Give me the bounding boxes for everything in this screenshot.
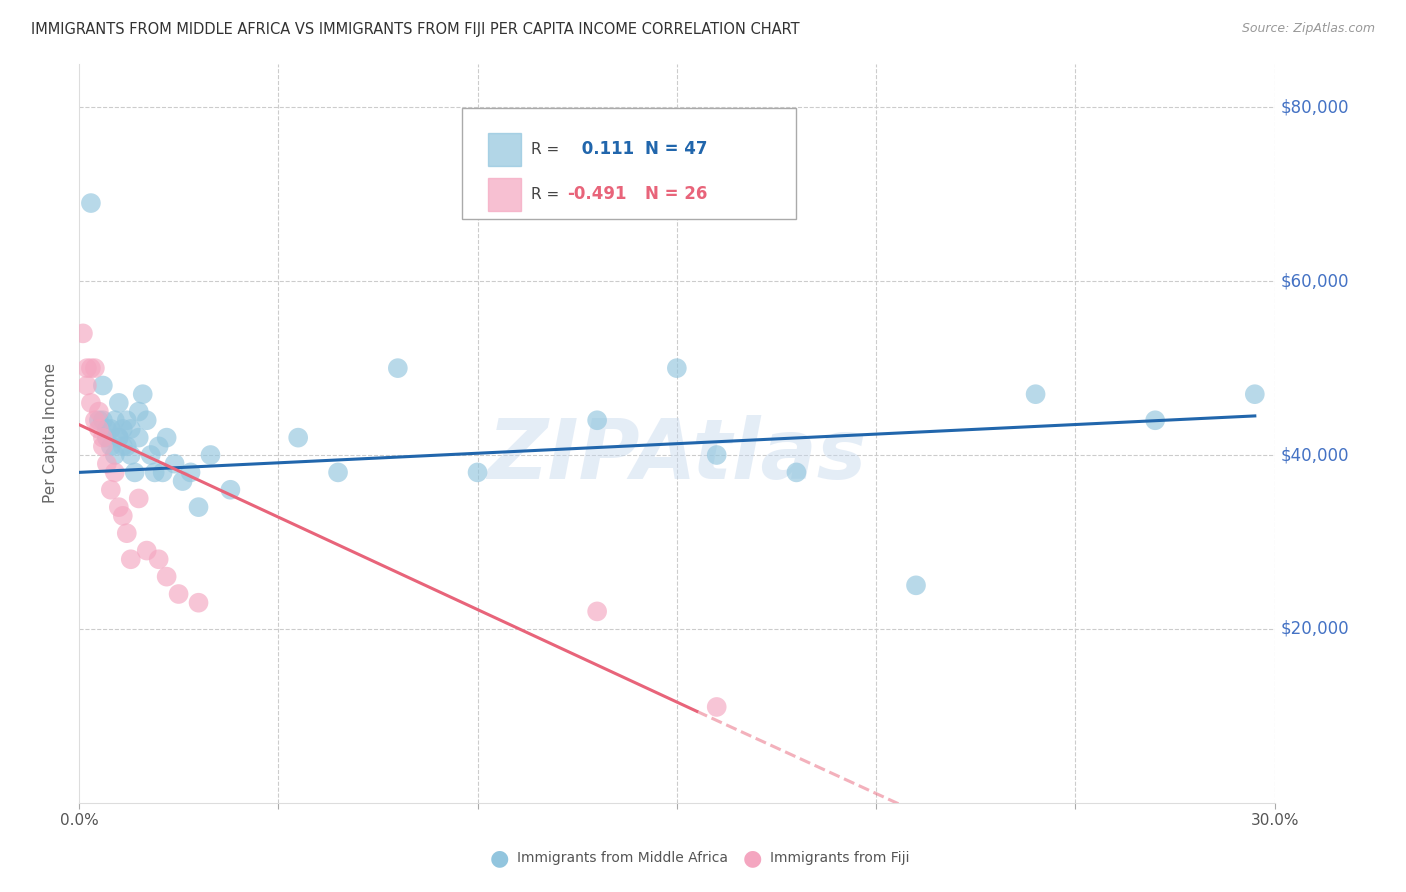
Point [180, 466, 202, 480]
Point [96, 431, 118, 445]
Point [586, 604, 609, 618]
Point [96, 457, 118, 471]
Text: $40,000: $40,000 [1281, 446, 1350, 464]
Point [87, 413, 110, 427]
Point [665, 361, 688, 376]
Text: IMMIGRANTS FROM MIDDLE AFRICA VS IMMIGRANTS FROM FIJI PER CAPITA INCOME CORRELAT: IMMIGRANTS FROM MIDDLE AFRICA VS IMMIGRA… [31, 22, 800, 37]
Point [100, 439, 122, 453]
Point [120, 422, 142, 436]
Point [172, 474, 194, 488]
Point [80, 361, 103, 376]
Point [87, 422, 110, 436]
Point [83, 361, 105, 376]
Text: ZIPAtlas: ZIPAtlas [486, 415, 866, 496]
Point [91, 439, 114, 453]
Point [76, 361, 98, 376]
Point [156, 431, 179, 445]
Point [124, 466, 146, 480]
Point [96, 422, 118, 436]
Text: ●: ● [742, 848, 762, 868]
Point [111, 439, 134, 453]
Text: -0.491: -0.491 [567, 186, 626, 203]
Point [128, 431, 150, 445]
Point [87, 404, 110, 418]
Point [706, 448, 728, 462]
Point [586, 413, 609, 427]
Point [120, 448, 142, 462]
Point [108, 431, 131, 445]
Text: Immigrants from Fiji: Immigrants from Fiji [770, 851, 910, 865]
Text: N = 47: N = 47 [644, 140, 707, 159]
Point [152, 466, 174, 480]
Point [115, 526, 138, 541]
Point [72, 326, 94, 341]
Point [187, 596, 209, 610]
Point [115, 439, 138, 453]
Point [1025, 387, 1047, 401]
Point [387, 361, 409, 376]
Point [128, 491, 150, 506]
Point [287, 431, 309, 445]
Point [219, 483, 242, 497]
Point [76, 378, 98, 392]
Text: $60,000: $60,000 [1281, 272, 1350, 290]
Point [108, 500, 131, 515]
Point [83, 413, 105, 427]
Point [904, 578, 927, 592]
Point [706, 700, 728, 714]
Point [91, 378, 114, 392]
Text: $20,000: $20,000 [1281, 620, 1350, 638]
Point [108, 396, 131, 410]
Point [135, 413, 157, 427]
Point [80, 196, 103, 211]
Point [148, 552, 170, 566]
Point [100, 422, 122, 436]
Text: R =: R = [531, 142, 564, 157]
Text: ●: ● [489, 848, 509, 868]
Point [128, 404, 150, 418]
Point [115, 413, 138, 427]
Point [187, 500, 209, 515]
Point [200, 448, 222, 462]
Point [80, 396, 103, 410]
Point [326, 466, 349, 480]
Point [135, 543, 157, 558]
Point [785, 466, 807, 480]
Point [156, 569, 179, 583]
Point [120, 552, 142, 566]
Text: Immigrants from Middle Africa: Immigrants from Middle Africa [517, 851, 728, 865]
Bar [488, 133, 522, 166]
Point [91, 431, 114, 445]
Point [467, 466, 489, 480]
FancyBboxPatch shape [461, 108, 796, 219]
Text: Source: ZipAtlas.com: Source: ZipAtlas.com [1241, 22, 1375, 36]
Text: N = 26: N = 26 [644, 186, 707, 203]
Point [139, 448, 162, 462]
Text: 0.111: 0.111 [576, 140, 634, 159]
Point [1243, 387, 1265, 401]
Point [104, 466, 127, 480]
Point [163, 457, 186, 471]
Point [148, 439, 170, 453]
Point [91, 413, 114, 427]
Point [111, 508, 134, 523]
Text: R =: R = [531, 187, 564, 202]
Point [111, 422, 134, 436]
Text: $80,000: $80,000 [1281, 98, 1350, 117]
Y-axis label: Per Capita Income: Per Capita Income [44, 363, 58, 503]
Point [104, 448, 127, 462]
Point [132, 387, 155, 401]
Point [104, 413, 127, 427]
Point [1144, 413, 1167, 427]
Point [167, 587, 190, 601]
Point [100, 483, 122, 497]
Point [108, 431, 131, 445]
Bar [488, 178, 522, 211]
Point [143, 466, 166, 480]
